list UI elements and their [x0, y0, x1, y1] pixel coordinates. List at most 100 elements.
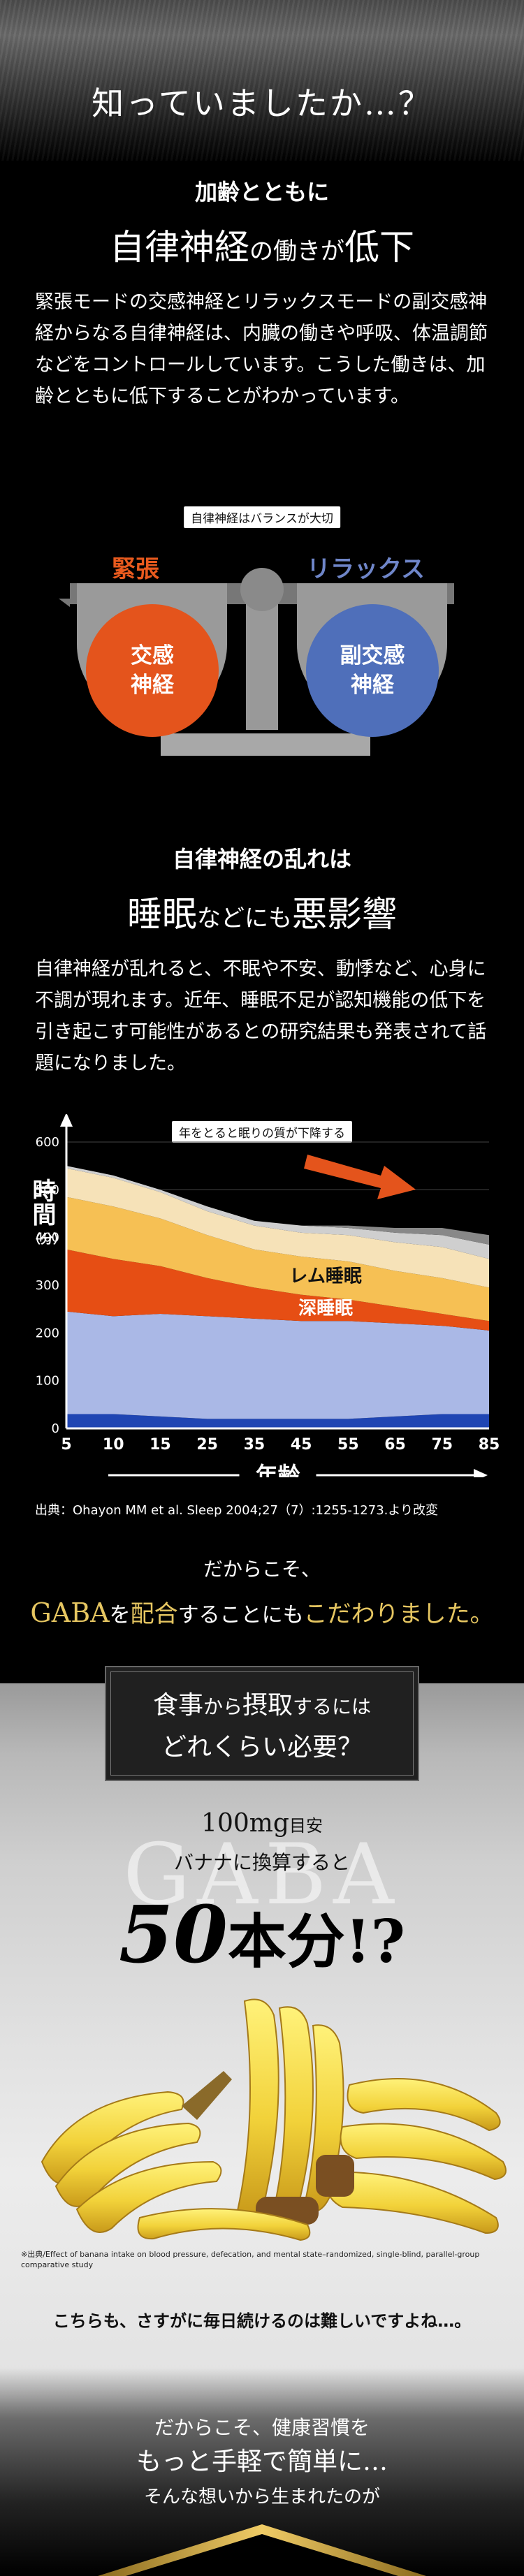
lead-particle: を [109, 1603, 131, 1627]
banana-source-note: ※出典/Effect of banana intake on blood pre… [21, 2250, 480, 2269]
chart-series-4 [66, 1168, 489, 1288]
chart-xtick-label: 85 [479, 1436, 500, 1454]
lead-line1: だからこそ、 [203, 1558, 321, 1581]
chart-ylabel-text: 時間 [28, 1178, 56, 1226]
intake-question-line1: 食事から摂取するには [106, 1685, 418, 1727]
chart-series-5 [66, 1166, 489, 1259]
chart-ytick-label: 600 [36, 1135, 59, 1150]
q-part: するには [293, 1695, 372, 1718]
chart-ytick-label: 200 [36, 1326, 59, 1340]
q-part: 食事 [152, 1691, 203, 1720]
sympathetic-ball: 交感 神経 [86, 604, 219, 737]
scale-pan-left: 交感 神経 [77, 583, 227, 737]
scale-hub [240, 568, 284, 611]
banana-convert-line: バナナに換算すると [173, 1851, 350, 1874]
chart-series-1 [66, 1311, 489, 1419]
chart-ytick-label: 400 [36, 1231, 59, 1245]
chart-source: 出典：Ohayon MM et al. Sleep 2004;27（7）:125… [35, 1503, 439, 1518]
section1-headline: 自律神経の働きが低下 [110, 219, 414, 277]
gaba-watermark: GABA [123, 1827, 401, 1924]
section2-headline: 睡眠などにも悪影響 [127, 886, 397, 944]
headline-part: 働きが [273, 237, 344, 265]
haigo-word: 配合 [130, 1600, 178, 1628]
parasympathetic-label: 副交感 神経 [340, 643, 405, 698]
section1-body: 緊張モードの交感神経とリラックスモードの副交感神経からなる自律神経は、内臓の働き… [35, 291, 488, 407]
lead-line2: GABAを配合することにもこだわりました。 [0, 1595, 524, 1629]
chart-ylabel-unit-text: 分 [41, 1232, 53, 1247]
closing-line1: だからこそ、健康習慣を [154, 2416, 370, 2439]
chart-xtick-label: 15 [150, 1436, 171, 1454]
dose-suffix: 目安 [289, 1816, 323, 1836]
chart-xtick-label: 55 [337, 1436, 359, 1454]
hero-banner: 知っていましたか…？ [0, 0, 524, 161]
section2-subtitle: 自律神経の乱れは [172, 846, 351, 872]
banana-count-text: 本分!? [227, 1907, 405, 1976]
dose-amount: 100mg目安 [0, 1809, 524, 1838]
chart-ytick-label: 500 [36, 1183, 59, 1197]
hero-title: 知っていましたか…？ [92, 85, 432, 122]
closing-block: だからこそ、健康習慣を もっと手軽で簡単に… そんな想いから生まれたのが [0, 2413, 524, 2512]
section2-heading: 自律神経の乱れは 睡眠などにも悪影響 [0, 842, 524, 944]
difficult-line: こちらも、さすがに毎日続けるのは難しいですよね…。 [52, 2311, 472, 2331]
balance-scale: 緊張 リラックス 交感 神経 副交感 神経 [56, 541, 468, 779]
balance-caption: 自律神経はバランスが大切 [184, 506, 340, 528]
sympathetic-label: 交感 神経 [131, 643, 174, 698]
chart-series-0 [66, 1414, 489, 1428]
chart-xtick-label: 25 [196, 1436, 218, 1454]
gaba-word: GABA [30, 1597, 110, 1628]
headline-part: 自律神経 [110, 227, 249, 268]
banana-bunch-image [41, 1998, 507, 2241]
gold-underline [127, 934, 397, 944]
closing-line2: もっと手軽で簡単に… [136, 2447, 388, 2476]
lead-mid: することにも [177, 1603, 304, 1627]
scale-post [246, 597, 278, 730]
dose-value: 100mg [201, 1809, 289, 1838]
headline-part: 低下 [344, 227, 414, 268]
headline-part: の [249, 237, 273, 265]
q-part: から [203, 1695, 242, 1718]
sleep-chart: 時間 （分） 0 100 200 300 400 500 600 5 10 15 25 35 45 55 6… [28, 1114, 503, 1477]
chart-xtick-label: 10 [103, 1436, 124, 1454]
chart-ytick-label: 0 [52, 1421, 59, 1436]
kodawari-word: こだわりました。 [303, 1600, 494, 1628]
chart-xtick-label: 35 [244, 1436, 265, 1454]
chart-xtick-label: 45 [291, 1436, 312, 1454]
down-arrow-icon [98, 2524, 426, 2576]
banana-count: 50本分!? [0, 1889, 524, 1981]
chart-x-arrow-icon [474, 1469, 488, 1477]
chart-series-3 [66, 1196, 489, 1322]
chart-xtick-label: 5 [61, 1436, 71, 1454]
decline-arrow-icon [304, 1155, 416, 1199]
lead-block: だからこそ、 GABAを配合することにもこだわりました。 [0, 1554, 524, 1629]
headline-part: 悪影響 [292, 894, 397, 935]
intake-question: 食事から摂取するには どれくらい必要？ [106, 1685, 418, 1768]
parasympathetic-ball: 副交感 神経 [306, 604, 439, 737]
headline-part: などにも [197, 905, 292, 932]
chart-series-label: レム睡眠 [289, 1266, 361, 1287]
tension-label: 緊張 [112, 555, 159, 583]
dose-block: 100mg目安 バナナに換算すると [0, 1809, 524, 1875]
headline-part: 睡眠 [127, 894, 197, 935]
intake-question-box: 食事から摂取するには どれくらい必要？ [105, 1666, 419, 1781]
sleep-chart-svg: 0 100 200 300 400 500 600 5 10 15 25 35 45 55 65 75 85 年齢… [36, 1114, 500, 1477]
chart-caption: 年をとると眠りの質が下降する [172, 1121, 352, 1143]
chart-xtick-label: 75 [431, 1436, 453, 1454]
chart-xtick-label: 65 [384, 1436, 406, 1454]
section2-body: 自律神経が乱れると、不眠や不安、動悸など、心身に不調が現れます。近年、睡眠不足が… [35, 958, 487, 1074]
chart-series-label: 深睡眠 [298, 1298, 353, 1319]
chart-ytick-label: 300 [36, 1278, 59, 1293]
q-part: 摂取 [242, 1691, 293, 1720]
relax-label: リラックス [307, 555, 425, 583]
chart-ytick-label: 100 [36, 1374, 59, 1389]
banana-count-number: 50 [119, 1889, 228, 1981]
intake-question-line2: どれくらい必要？ [161, 1733, 363, 1762]
chart-series-2 [66, 1249, 489, 1331]
gold-underline [110, 267, 414, 277]
section1-subtitle: 加齢とともに [194, 179, 329, 205]
chart-xlabel: 年齢 [255, 1462, 300, 1477]
closing-line3: そんな想いから生まれたのが [143, 2487, 380, 2508]
section1-heading: 加齢とともに 自律神経の働きが低下 [0, 175, 524, 277]
scale-base [161, 733, 370, 756]
scale-pan-right: 副交感 神経 [297, 583, 447, 737]
